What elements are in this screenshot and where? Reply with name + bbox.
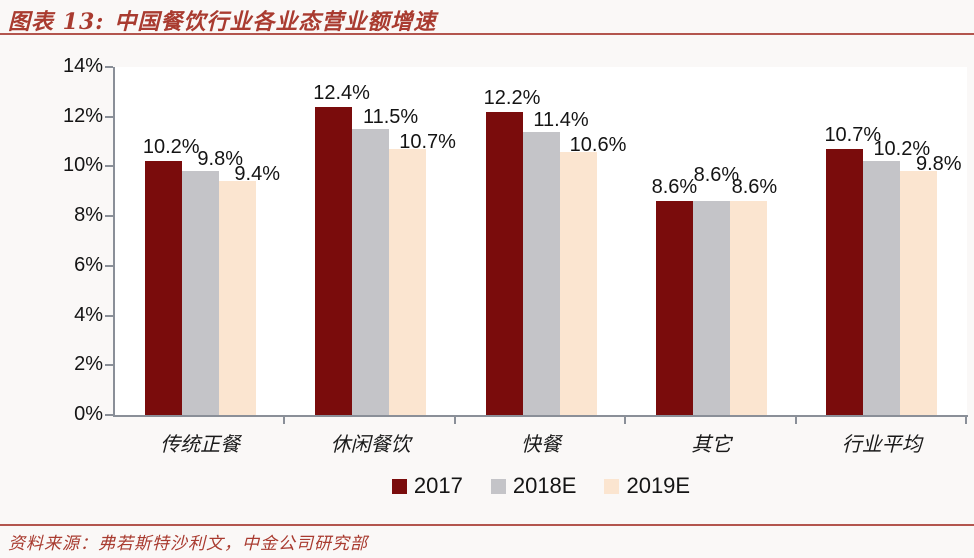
bar-value-label: 8.6% <box>651 176 698 199</box>
bar-value-label: 12.4% <box>313 81 370 104</box>
y-tick-label: 6% <box>74 253 103 276</box>
y-tick-label: 0% <box>74 403 103 425</box>
bar-value-label: 11.4% <box>533 108 589 131</box>
y-tick-label: 4% <box>74 303 103 326</box>
x-axis-tick <box>453 417 456 424</box>
figure-title: 图表 13: 中国餐饮行业各业态营业额增速 <box>8 4 436 36</box>
y-tick-label: 10% <box>62 154 103 177</box>
bar-value-label: 10.2% <box>142 136 200 159</box>
bar <box>218 181 256 415</box>
bar <box>692 201 730 415</box>
legend-label: 2017 <box>413 473 463 498</box>
footer-rule <box>0 524 974 526</box>
bar-value-label: 8.6% <box>693 164 740 187</box>
chart-legend: 2017 2018E 2019E <box>115 471 967 501</box>
legend-swatch <box>490 478 506 494</box>
bar <box>863 161 901 415</box>
figure-number-label: 图表 13: <box>8 9 105 35</box>
bar <box>389 149 427 415</box>
y-tick-label: 12% <box>62 104 103 127</box>
y-axis-tick <box>105 264 113 267</box>
y-axis-tick <box>105 115 113 118</box>
bar <box>181 171 219 415</box>
y-axis-line <box>113 67 115 417</box>
x-axis-tick <box>794 417 797 424</box>
bar <box>485 111 523 415</box>
y-axis-tick <box>105 314 113 317</box>
bar <box>559 151 597 415</box>
bar <box>352 129 390 415</box>
bar-value-label: 11.5% <box>362 106 419 129</box>
bar-value-label: 12.2% <box>483 86 541 109</box>
bar-value-label: 10.7% <box>824 124 882 147</box>
legend-item: 2018E <box>490 473 577 499</box>
chart-title: 中国餐饮行业各业态营业额增速 <box>114 9 437 35</box>
x-axis-line <box>113 415 968 417</box>
bar-value-label: 8.6% <box>731 176 778 199</box>
bar <box>826 149 864 415</box>
y-axis-tick <box>105 215 113 218</box>
y-tick-label: 14% <box>62 55 103 77</box>
y-tick-label: 8% <box>74 204 103 227</box>
y-axis-tick <box>105 66 113 68</box>
legend-label: 2018E <box>512 473 577 498</box>
x-category-label: 行业平均 <box>841 432 922 456</box>
bar <box>144 161 182 415</box>
bar <box>729 201 767 415</box>
y-tick-label: 2% <box>74 353 103 376</box>
x-axis-tick <box>283 417 286 424</box>
legend-swatch <box>604 478 620 494</box>
legend-swatch <box>391 478 407 494</box>
legend-item: 2017 <box>391 473 463 499</box>
x-category-label: 其它 <box>691 432 732 456</box>
bar-value-label: 9.4% <box>234 163 280 186</box>
bar <box>900 171 938 415</box>
legend-label: 2019E <box>626 473 691 498</box>
y-axis-tick <box>105 414 113 416</box>
bar-value-label: 10.2% <box>873 138 931 161</box>
bar-value-label: 10.6% <box>569 133 627 156</box>
y-axis-tick <box>105 165 113 168</box>
bar-value-label: 9.8% <box>197 148 243 171</box>
x-axis-tick <box>965 417 967 424</box>
bar-value-label: 10.7% <box>399 131 456 154</box>
bar <box>655 201 693 415</box>
title-underline <box>0 33 974 35</box>
bar <box>522 131 560 415</box>
x-axis-tick <box>624 417 627 424</box>
legend-item: 2019E <box>604 473 690 499</box>
x-category-label: 快餐 <box>520 432 561 456</box>
x-category-label: 传统正餐 <box>160 432 241 456</box>
bar-value-label: 9.8% <box>916 153 962 176</box>
x-category-label: 休闲餐饮 <box>330 432 411 456</box>
bar <box>315 106 353 415</box>
y-axis-tick <box>105 364 113 367</box>
source-note: 资料来源：弗若斯特沙利文，中金公司研究部 <box>8 534 368 554</box>
